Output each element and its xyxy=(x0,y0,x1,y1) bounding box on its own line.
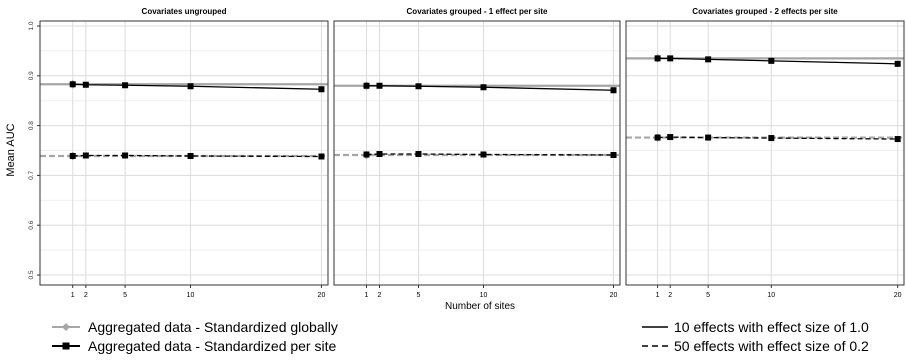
x-tick-label: 20 xyxy=(318,292,326,299)
square-marker xyxy=(187,83,194,90)
x-tick-label: 1 xyxy=(365,292,369,299)
y-tick-label: 0.5 xyxy=(28,270,35,279)
square-marker xyxy=(768,135,775,142)
square-marker xyxy=(318,153,325,160)
square-marker xyxy=(376,82,383,89)
series-per-site-10x1.0 xyxy=(654,55,901,67)
square-marker xyxy=(376,150,383,157)
panels-layer: Covariates ungrouped 0.5 0.6 0.7 0.8 0.9 1.0 1 2… xyxy=(28,7,905,299)
legend-entry-10-effects: 10 effects with effect size of 1.0 xyxy=(642,319,869,335)
x-tick-label: 10 xyxy=(187,292,195,299)
square-marker xyxy=(122,82,129,89)
y-axis-label: Mean AUC xyxy=(5,123,17,176)
panel-border xyxy=(333,20,621,286)
y-tick-label: 0.7 xyxy=(28,171,35,180)
series-per-site-50x0.2 xyxy=(363,150,617,158)
x-tick-label: 2 xyxy=(668,292,672,299)
square-marker xyxy=(894,60,901,67)
panel-1: Covariates ungrouped 0.5 0.6 0.7 0.8 0.9 1.0 1 2… xyxy=(28,7,329,299)
square-marker xyxy=(654,55,661,62)
panel-title: Covariates grouped - 1 effect per site xyxy=(407,7,548,16)
square-marker xyxy=(654,134,661,141)
x-tick-label: 10 xyxy=(480,292,488,299)
square-marker xyxy=(69,152,76,159)
x-axis-label: Number of sites xyxy=(445,301,515,312)
legend-label: 10 effects with effect size of 1.0 xyxy=(674,319,869,335)
x-tick-label: 20 xyxy=(894,292,902,299)
square-marker xyxy=(318,86,325,93)
square-marker xyxy=(768,57,775,64)
x-tick-label: 1 xyxy=(71,292,75,299)
legend-label: 50 effects with effect size of 0.2 xyxy=(674,338,869,354)
square-marker xyxy=(122,152,129,159)
series-per-site-50x0.2 xyxy=(69,152,325,160)
x-tick-label: 20 xyxy=(610,292,618,299)
square-marker xyxy=(82,81,89,88)
square-marker xyxy=(705,134,712,141)
y-tick-label: 1.0 xyxy=(28,21,35,30)
x-tick-label: 1 xyxy=(656,292,660,299)
legend-label: Aggregated data - Standardized per site xyxy=(88,338,336,354)
square-marker xyxy=(187,152,194,159)
panel-2: Covariates grouped - 1 effect per site 1 2… xyxy=(333,7,621,299)
legend-entry-per-site: Aggregated data - Standardized per site xyxy=(52,338,336,354)
series-per-site-50x0.2 xyxy=(654,134,901,143)
panel-title: Covariates ungrouped xyxy=(142,7,227,16)
panel-border xyxy=(39,20,329,286)
square-marker xyxy=(82,152,89,159)
x-tick-label: 5 xyxy=(417,292,421,299)
panel-border xyxy=(625,20,905,286)
legend-square-marker xyxy=(62,342,70,350)
x-tick-label: 2 xyxy=(378,292,382,299)
y-tick-label: 0.8 xyxy=(28,121,35,130)
square-marker xyxy=(705,56,712,63)
legend-entry-global: Aggregated data - Standardized globally xyxy=(52,319,338,335)
series-per-site-10x1.0 xyxy=(363,82,617,94)
square-marker xyxy=(610,151,617,158)
panel-title: Covariates grouped - 2 effects per site xyxy=(692,7,838,16)
square-marker xyxy=(363,151,370,158)
panel-3: Covariates grouped - 2 effects per site 1… xyxy=(625,7,905,299)
x-tick-label: 5 xyxy=(706,292,710,299)
square-marker xyxy=(894,136,901,143)
square-marker xyxy=(415,150,422,157)
square-marker xyxy=(667,134,674,141)
x-tick-label: 2 xyxy=(84,292,88,299)
square-marker xyxy=(610,87,617,94)
square-marker xyxy=(363,82,370,89)
y-tick-label: 0.9 xyxy=(28,71,35,80)
y-tick-label: 0.6 xyxy=(28,220,35,229)
square-marker xyxy=(667,55,674,62)
series-per-site-10x1.0 xyxy=(69,81,325,93)
legend-label: Aggregated data - Standardized globally xyxy=(88,319,338,335)
legend-diamond-marker xyxy=(62,323,70,331)
panel-background xyxy=(626,21,904,285)
square-marker xyxy=(69,81,76,88)
x-tick-label: 10 xyxy=(767,292,775,299)
square-marker xyxy=(480,151,487,158)
square-marker xyxy=(415,83,422,90)
legend-entry-50-effects: 50 effects with effect size of 0.2 xyxy=(642,338,869,354)
square-marker xyxy=(480,84,487,91)
legend: Aggregated data - Standardized globally A… xyxy=(52,319,869,354)
x-tick-label: 5 xyxy=(123,292,127,299)
